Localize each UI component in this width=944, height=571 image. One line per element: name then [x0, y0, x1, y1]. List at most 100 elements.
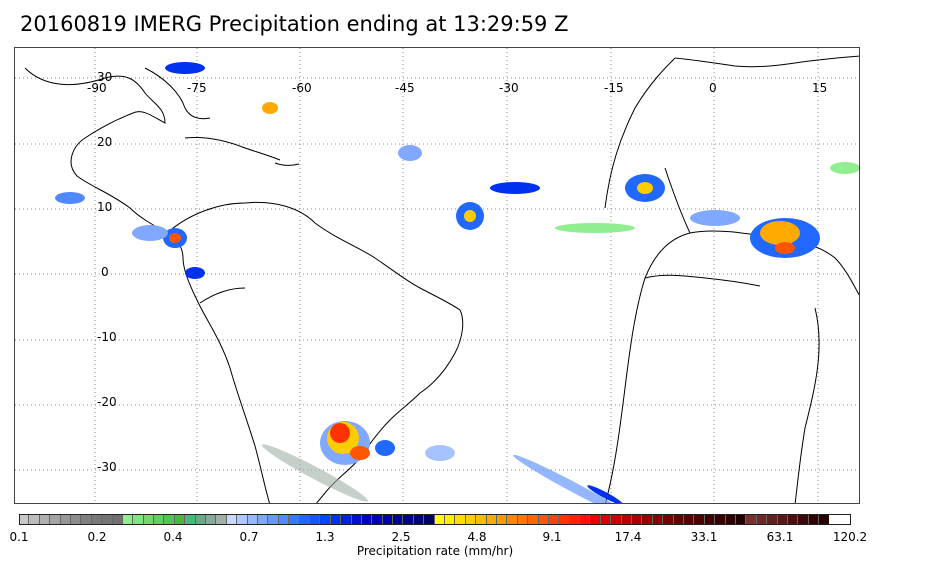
colorbar-cell — [91, 514, 103, 525]
colorbar-cell — [756, 514, 768, 525]
colorbar-cell — [694, 514, 705, 525]
colorbar-cell — [206, 514, 217, 525]
colorbar-cell — [393, 514, 404, 525]
colorbar-cell — [361, 514, 373, 525]
colorbar-cell — [715, 514, 726, 525]
colorbar-tick-label: 120.2 — [832, 530, 868, 544]
colorbar-cell — [465, 514, 477, 525]
colorbar-cell — [19, 514, 30, 525]
colorbar-cell — [60, 514, 71, 525]
colorbar-cell — [154, 514, 165, 525]
colorbar-cell — [538, 514, 549, 525]
colorbar-cell — [351, 514, 362, 525]
colorbar-cell — [289, 514, 300, 525]
colorbar-cell — [278, 514, 290, 525]
colorbar-cell — [767, 514, 778, 525]
colorbar-tick-label: 4.8 — [467, 530, 487, 544]
colorbar-cell — [403, 514, 414, 525]
latitude-label: 20 — [97, 135, 113, 149]
colorbar-cell — [632, 514, 643, 525]
colorbar-tick-label: 0.7 — [239, 530, 259, 544]
longitude-label: -45 — [395, 81, 415, 95]
colorbar-tick-label: 0.1 — [9, 530, 29, 544]
colorbar-cell — [445, 514, 456, 525]
colorbar-cell — [517, 514, 529, 525]
colorbar-cell — [486, 514, 497, 525]
page-title: 20160819 IMERG Precipitation ending at 1… — [20, 12, 569, 36]
colorbar-cell — [341, 514, 352, 525]
colorbar-cell — [725, 514, 736, 525]
colorbar-cell — [642, 514, 653, 525]
colorbar-tick-label: 9.1 — [542, 530, 562, 544]
colorbar — [19, 514, 830, 525]
colorbar-cell — [684, 514, 695, 525]
colorbar-cell — [268, 514, 279, 525]
colorbar-cell — [216, 514, 227, 525]
colorbar-cell — [819, 514, 830, 525]
latitude-label: -10 — [97, 330, 117, 344]
colorbar-cell — [590, 514, 601, 525]
colorbar-cell — [455, 514, 466, 525]
colorbar-cell — [382, 514, 394, 525]
colorbar-cell — [652, 514, 664, 525]
colorbar-cell — [673, 514, 684, 525]
longitude-label: -75 — [187, 81, 207, 95]
colorbar-cell — [81, 514, 92, 525]
map-gridlines — [15, 48, 859, 503]
latitude-label: 30 — [97, 70, 113, 84]
latitude-label: 0 — [101, 265, 109, 279]
latitude-label: -20 — [97, 395, 117, 409]
latitude-label: 10 — [97, 200, 113, 214]
longitude-label: 15 — [812, 81, 828, 95]
colorbar-cell — [424, 514, 435, 525]
colorbar-cell — [548, 514, 560, 525]
latitude-label: -30 — [97, 460, 117, 474]
colorbar-cell — [569, 514, 581, 525]
colorbar-cell — [330, 514, 342, 525]
colorbar-cell — [496, 514, 508, 525]
colorbar-cell — [600, 514, 612, 525]
colorbar-cell — [257, 514, 269, 525]
colorbar-cell — [580, 514, 591, 525]
colorbar-cell — [476, 514, 487, 525]
colorbar-cell — [39, 514, 51, 525]
colorbar-tick-label: 0.4 — [163, 530, 183, 544]
colorbar-cell — [70, 514, 82, 525]
colorbar-cell — [320, 514, 331, 525]
colorbar-cell — [663, 514, 674, 525]
colorbar-cell — [309, 514, 321, 525]
colorbar-cell — [247, 514, 258, 525]
precipitation-map — [14, 47, 860, 504]
colorbar-cell — [746, 514, 757, 525]
map-canvas — [15, 48, 859, 503]
colorbar-cell — [507, 514, 518, 525]
colorbar-tick-label: 17.4 — [614, 530, 642, 544]
colorbar-tick-label: 2.5 — [391, 530, 411, 544]
colorbar-cell — [226, 514, 238, 525]
colorbar-cell — [29, 514, 40, 525]
coastlines — [24, 55, 859, 503]
colorbar-cell — [237, 514, 248, 525]
longitude-label: 0 — [709, 81, 717, 95]
colorbar-tick-label: 33.1 — [690, 530, 718, 544]
colorbar-cell — [299, 514, 310, 525]
colorbar-cell — [808, 514, 820, 525]
colorbar-cell — [413, 514, 425, 525]
longitude-label: -30 — [499, 81, 519, 95]
colorbar-cell — [174, 514, 186, 525]
colorbar-cell — [102, 514, 113, 525]
precipitation-cells — [55, 62, 859, 503]
colorbar-outline — [19, 514, 851, 525]
colorbar-cell — [621, 514, 633, 525]
colorbar-cell — [735, 514, 747, 525]
colorbar-title: Precipitation rate (mm/hr) — [356, 544, 514, 558]
colorbar-cell — [434, 514, 446, 525]
colorbar-tick-label: 63.1 — [766, 530, 794, 544]
colorbar-cell — [704, 514, 716, 525]
colorbar-cell — [787, 514, 799, 525]
colorbar-cell — [143, 514, 155, 525]
longitude-label: -90 — [87, 81, 107, 95]
colorbar-cell — [559, 514, 570, 525]
colorbar-cell — [122, 514, 134, 525]
colorbar-cell — [112, 514, 123, 525]
